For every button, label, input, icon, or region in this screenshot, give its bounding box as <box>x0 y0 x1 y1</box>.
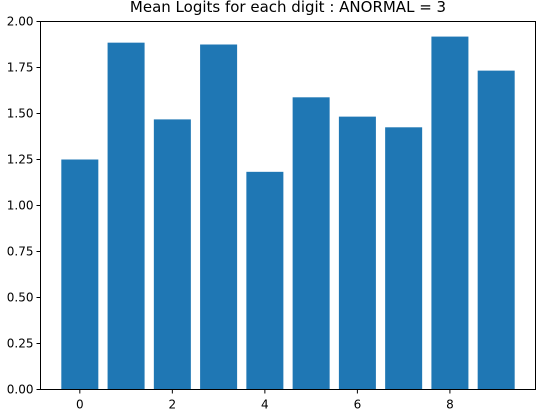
y-tick-label: 0.25 <box>7 337 34 351</box>
bar-digit-1 <box>107 42 145 390</box>
chart-title: Mean Logits for each digit : ANORMAL = 3 <box>130 0 446 16</box>
x-tick-label: 2 <box>169 398 177 412</box>
y-tick-label: 1.75 <box>7 61 34 75</box>
y-tick-label: 0.50 <box>7 291 34 305</box>
bar-digit-0 <box>61 159 99 390</box>
bar-digit-4 <box>246 171 284 390</box>
bar-digit-9 <box>477 70 515 390</box>
y-tick-label: 0.75 <box>7 245 34 259</box>
y-tick-label: 2.00 <box>7 15 34 29</box>
bar-digit-2 <box>153 119 191 390</box>
bar-digit-6 <box>338 116 376 390</box>
x-axis: 0 2 4 6 8 <box>76 389 454 412</box>
bar-digit-5 <box>292 97 330 390</box>
bar-digit-7 <box>385 127 423 390</box>
y-axis: 0.00 0.25 0.50 0.75 1.00 1.25 1.50 1.75 2.00 <box>7 15 41 397</box>
y-tick-label: 1.50 <box>7 107 34 121</box>
y-tick-label: 0.00 <box>7 383 34 397</box>
bar-digit-3 <box>200 44 238 390</box>
bar-digit-8 <box>431 36 469 390</box>
x-tick-label: 6 <box>354 398 362 412</box>
x-tick-label: 4 <box>261 398 269 412</box>
y-tick-label: 1.00 <box>7 199 34 213</box>
x-tick-label: 0 <box>76 398 84 412</box>
y-tick-label: 1.25 <box>7 153 34 167</box>
x-tick-label: 8 <box>446 398 454 412</box>
bars-group <box>61 36 515 390</box>
